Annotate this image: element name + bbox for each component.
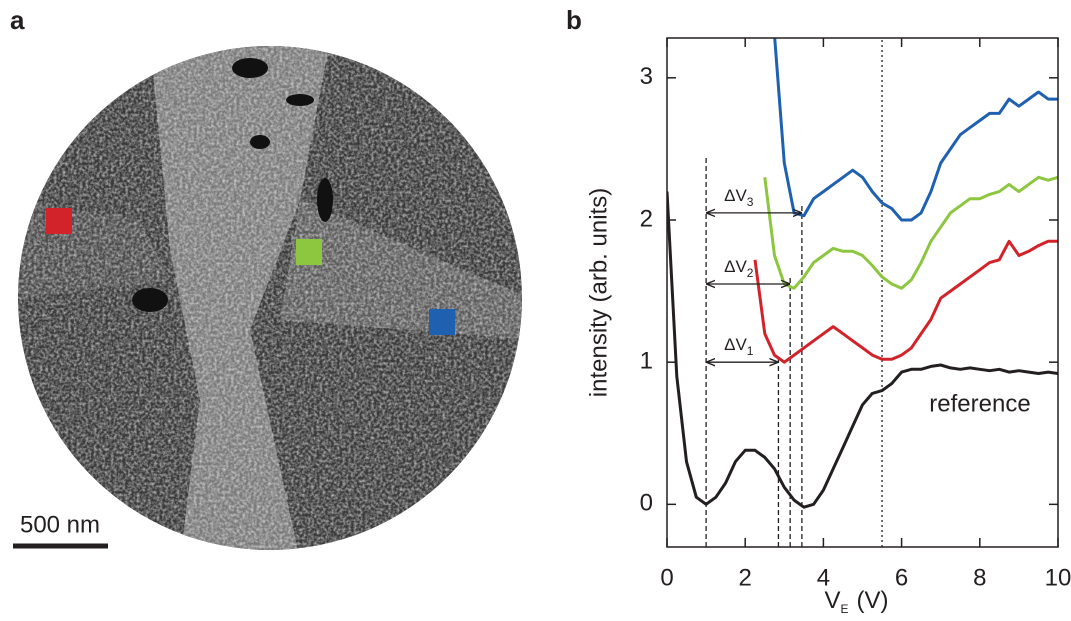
region-marker (429, 309, 455, 335)
series-label: reference (929, 390, 1030, 417)
series-line (763, 175, 1058, 290)
interval-label-subscript: 3 (747, 195, 754, 209)
interval-label-subscript: 1 (747, 344, 754, 358)
interval-label: ΔV2 (724, 257, 754, 280)
interval-label: ΔV1 (724, 336, 754, 359)
y-tick-label: 2 (640, 205, 653, 232)
series-line (773, 38, 1058, 222)
x-tick-label: 2 (739, 564, 752, 591)
interval-label-text: ΔV (724, 186, 747, 205)
x-tick-label: 10 (1045, 564, 1071, 591)
series-line (753, 239, 1058, 364)
x-tick-label: 8 (973, 564, 986, 591)
interval-label: ΔV3 (724, 186, 754, 209)
panel-label: b (566, 5, 582, 35)
x-axis-label-part: (V) (857, 587, 889, 614)
x-tick-label: 0 (660, 564, 673, 591)
scale-bar-label: 500 nm (20, 511, 100, 538)
series-line (667, 191, 1058, 509)
interval-label-text: ΔV (724, 257, 747, 276)
panel-a: a 500 nm (10, 5, 522, 550)
interval-label-subscript: 2 (747, 266, 754, 280)
x-tick-label: 6 (895, 564, 908, 591)
y-tick-label: 1 (640, 348, 653, 375)
plot-area (667, 38, 1058, 509)
interval-label-text: ΔV (724, 336, 747, 355)
x-axis-label-part: E (841, 602, 849, 616)
panel-b: b 0 2 4 6 8 10 0 1 2 3 VE (V) intensity (arb. units)… (566, 5, 1071, 616)
region-marker (296, 239, 322, 265)
y-tick-label: 0 (640, 490, 653, 517)
y-tick-label: 3 (640, 63, 653, 90)
region-marker (46, 208, 72, 234)
x-tick-label: 4 (817, 564, 830, 591)
micrograph (18, 46, 522, 550)
plot-frame (666, 37, 1059, 548)
panel-label: a (10, 5, 25, 35)
x-axis-label: VE (V) (824, 587, 888, 616)
y-axis-label: intensity (arb. units) (585, 188, 612, 397)
x-axis-label-part: V (824, 587, 840, 614)
